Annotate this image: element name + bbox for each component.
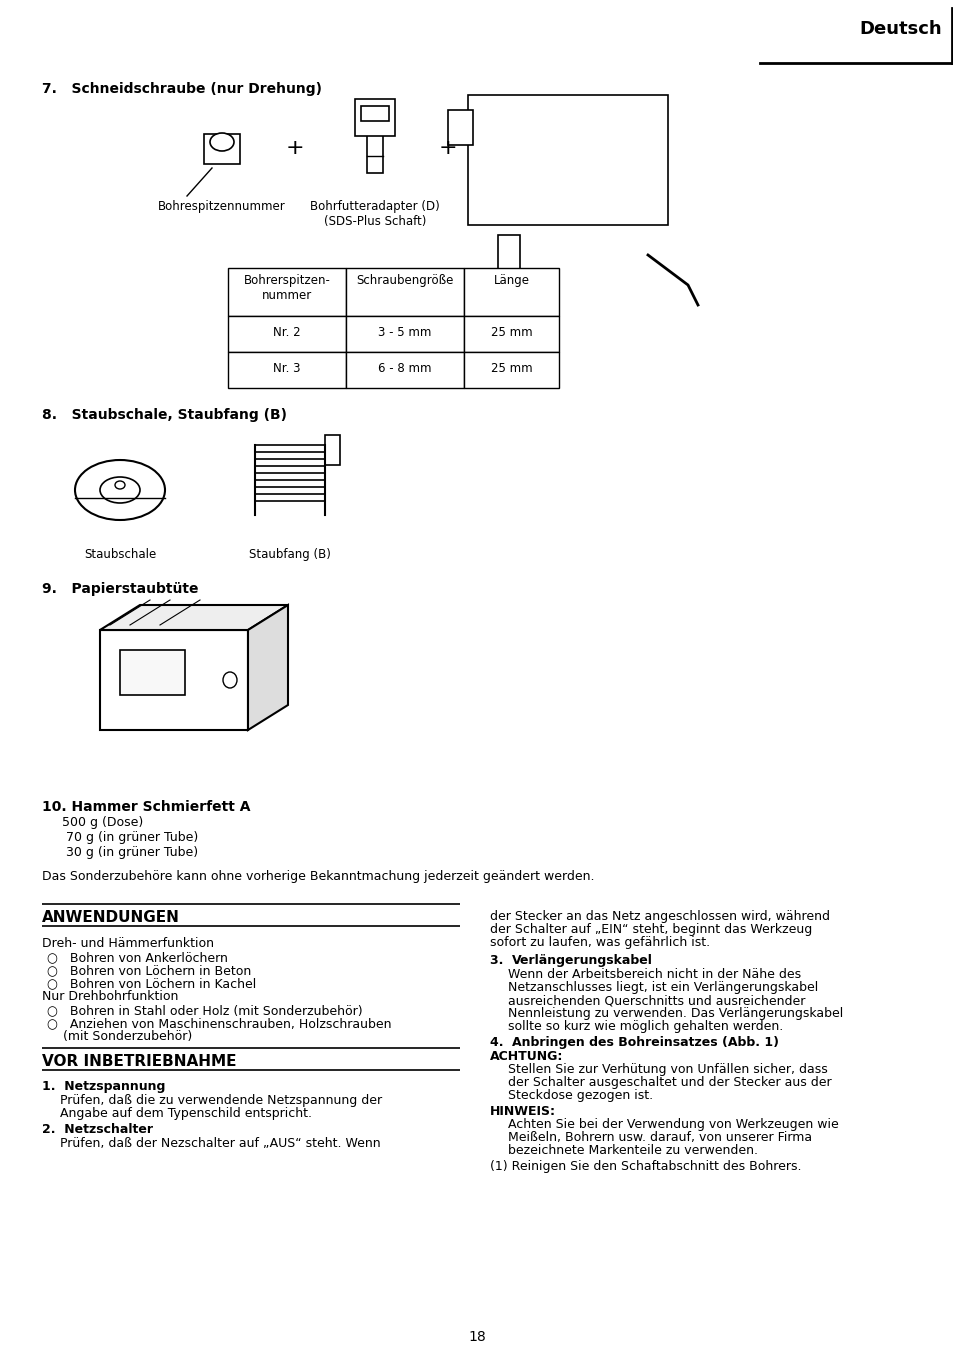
Bar: [228, 268, 346, 316]
Bar: [325, 435, 339, 465]
Text: Steckdose gezogen ist.: Steckdose gezogen ist.: [507, 1088, 653, 1102]
Text: 3.: 3.: [490, 955, 512, 967]
Text: Länge: Länge: [493, 274, 529, 287]
Text: Staubfang (B): Staubfang (B): [249, 548, 331, 561]
Text: Angabe auf dem Typenschild entspricht.: Angabe auf dem Typenschild entspricht.: [60, 1107, 312, 1119]
Text: ○   Anziehen von Maschinenschrauben, Holzschrauben: ○ Anziehen von Maschinenschrauben, Holzs…: [47, 1017, 391, 1030]
Bar: [204, 134, 240, 164]
Text: der Schalter auf „EIN“ steht, beginnt das Werkzeug: der Schalter auf „EIN“ steht, beginnt da…: [490, 923, 811, 936]
Text: Deutsch: Deutsch: [859, 20, 941, 38]
Bar: [228, 316, 346, 352]
Text: 7.   Schneidschraube (nur Drehung): 7. Schneidschraube (nur Drehung): [42, 82, 322, 96]
Text: Verlängerungskabel: Verlängerungskabel: [512, 955, 652, 967]
Text: Bohrerspitzen-
nummer: Bohrerspitzen- nummer: [243, 274, 330, 301]
Text: ○   Bohren von Löchern in Kachel: ○ Bohren von Löchern in Kachel: [47, 977, 256, 990]
Text: 4.: 4.: [490, 1036, 512, 1049]
Bar: [346, 352, 463, 388]
Polygon shape: [100, 604, 288, 630]
Ellipse shape: [210, 132, 233, 151]
Text: Das Sonderzubehöre kann ohne vorherige Bekanntmachung jederzeit geändert werden.: Das Sonderzubehöre kann ohne vorherige B…: [42, 869, 594, 883]
Text: sofort zu laufen, was gefährlich ist.: sofort zu laufen, was gefährlich ist.: [490, 936, 709, 949]
Text: Nur Drehbohrfunktion: Nur Drehbohrfunktion: [42, 990, 178, 1003]
Bar: [228, 352, 346, 388]
Text: Nennleistung zu verwenden. Das Verlängerungskabel: Nennleistung zu verwenden. Das Verlänger…: [507, 1007, 842, 1019]
Text: Nr. 2: Nr. 2: [273, 326, 300, 339]
Text: ○   Bohren von Ankerlöchern: ○ Bohren von Ankerlöchern: [47, 950, 228, 964]
Text: 6 - 8 mm: 6 - 8 mm: [377, 362, 432, 375]
Text: 2.  Netzschalter: 2. Netzschalter: [42, 1124, 152, 1136]
Text: 9.   Papierstaubtüte: 9. Papierstaubtüte: [42, 581, 198, 596]
Text: Prüfen, daß die zu verwendende Netzspannung der: Prüfen, daß die zu verwendende Netzspann…: [60, 1094, 382, 1107]
Bar: [448, 110, 473, 145]
Text: Bohrespitzennummer: Bohrespitzennummer: [158, 200, 286, 214]
Text: sollte so kurz wie möglich gehalten werden.: sollte so kurz wie möglich gehalten werd…: [507, 1019, 782, 1033]
Bar: [468, 95, 667, 224]
Text: +: +: [438, 138, 456, 158]
Text: 1.  Netzspannung: 1. Netzspannung: [42, 1080, 165, 1092]
Ellipse shape: [223, 672, 236, 688]
Bar: [463, 268, 558, 316]
Text: 3 - 5 mm: 3 - 5 mm: [378, 326, 432, 339]
Text: 500 g (Dose): 500 g (Dose): [62, 817, 143, 829]
Ellipse shape: [75, 460, 165, 521]
Text: Achten Sie bei der Verwendung von Werkzeugen wie: Achten Sie bei der Verwendung von Werkze…: [507, 1118, 838, 1132]
Text: Nr. 3: Nr. 3: [273, 362, 300, 375]
Text: Meißeln, Bohrern usw. darauf, von unserer Firma: Meißeln, Bohrern usw. darauf, von unsere…: [507, 1132, 811, 1144]
Text: ANWENDUNGEN: ANWENDUNGEN: [42, 910, 180, 925]
Text: 8.   Staubschale, Staubfang (B): 8. Staubschale, Staubfang (B): [42, 408, 287, 422]
Text: Netzanschlusses liegt, ist ein Verlängerungskabel: Netzanschlusses liegt, ist ein Verlänger…: [507, 982, 818, 994]
Text: Dreh- und Hämmerfunktion: Dreh- und Hämmerfunktion: [42, 937, 213, 950]
Bar: [100, 630, 248, 730]
Text: Stellen Sie zur Verhütung von Unfällen sicher, dass: Stellen Sie zur Verhütung von Unfällen s…: [507, 1063, 827, 1076]
Text: Prüfen, daß der Nezschalter auf „AUS“ steht. Wenn: Prüfen, daß der Nezschalter auf „AUS“ st…: [60, 1137, 380, 1151]
Text: (1) Reinigen Sie den Schaftabschnitt des Bohrers.: (1) Reinigen Sie den Schaftabschnitt des…: [490, 1160, 801, 1174]
Ellipse shape: [100, 477, 140, 503]
Text: 25 mm: 25 mm: [490, 362, 532, 375]
Text: der Schalter ausgeschaltet und der Stecker aus der: der Schalter ausgeschaltet und der Steck…: [507, 1076, 831, 1088]
Text: ○   Bohren in Stahl oder Holz (mit Sonderzubehör): ○ Bohren in Stahl oder Holz (mit Sonderz…: [47, 1005, 362, 1017]
Text: 30 g (in grüner Tube): 30 g (in grüner Tube): [62, 846, 198, 859]
Bar: [367, 132, 382, 173]
Text: +: +: [285, 138, 304, 158]
Text: HINWEIS:: HINWEIS:: [490, 1105, 556, 1118]
Polygon shape: [248, 604, 288, 730]
Text: Wenn der Arbeitsbereich nicht in der Nähe des: Wenn der Arbeitsbereich nicht in der Näh…: [507, 968, 801, 982]
Text: Staubschale: Staubschale: [84, 548, 156, 561]
Bar: [120, 650, 185, 695]
Text: (mit Sonderzubehör): (mit Sonderzubehör): [47, 1030, 193, 1042]
Text: der Stecker an das Netz angeschlossen wird, während: der Stecker an das Netz angeschlossen wi…: [490, 910, 829, 923]
Text: 70 g (in grüner Tube): 70 g (in grüner Tube): [62, 831, 198, 844]
Bar: [360, 105, 389, 120]
Ellipse shape: [115, 481, 125, 489]
Bar: [346, 316, 463, 352]
Bar: [355, 99, 395, 137]
Text: 10. Hammer Schmierfett A: 10. Hammer Schmierfett A: [42, 800, 251, 814]
Text: 25 mm: 25 mm: [490, 326, 532, 339]
Text: Bohrfutteradapter (D)
(SDS-Plus Schaft): Bohrfutteradapter (D) (SDS-Plus Schaft): [310, 200, 439, 228]
Text: ○   Bohren von Löchern in Beton: ○ Bohren von Löchern in Beton: [47, 964, 251, 977]
Bar: [497, 235, 519, 315]
Text: 18: 18: [468, 1330, 485, 1344]
Text: Schraubengröße: Schraubengröße: [355, 274, 454, 287]
Text: ACHTUNG:: ACHTUNG:: [490, 1051, 563, 1063]
Bar: [346, 268, 463, 316]
Text: bezeichnete Markenteile zu verwenden.: bezeichnete Markenteile zu verwenden.: [507, 1144, 758, 1157]
Text: VOR INBETRIEBNAHME: VOR INBETRIEBNAHME: [42, 1055, 236, 1069]
Bar: [463, 352, 558, 388]
Text: Anbringen des Bohreinsatzes (Abb. 1): Anbringen des Bohreinsatzes (Abb. 1): [512, 1036, 779, 1049]
Bar: [463, 316, 558, 352]
Text: ausreichenden Querschnitts und ausreichender: ausreichenden Querschnitts und ausreiche…: [507, 994, 804, 1007]
